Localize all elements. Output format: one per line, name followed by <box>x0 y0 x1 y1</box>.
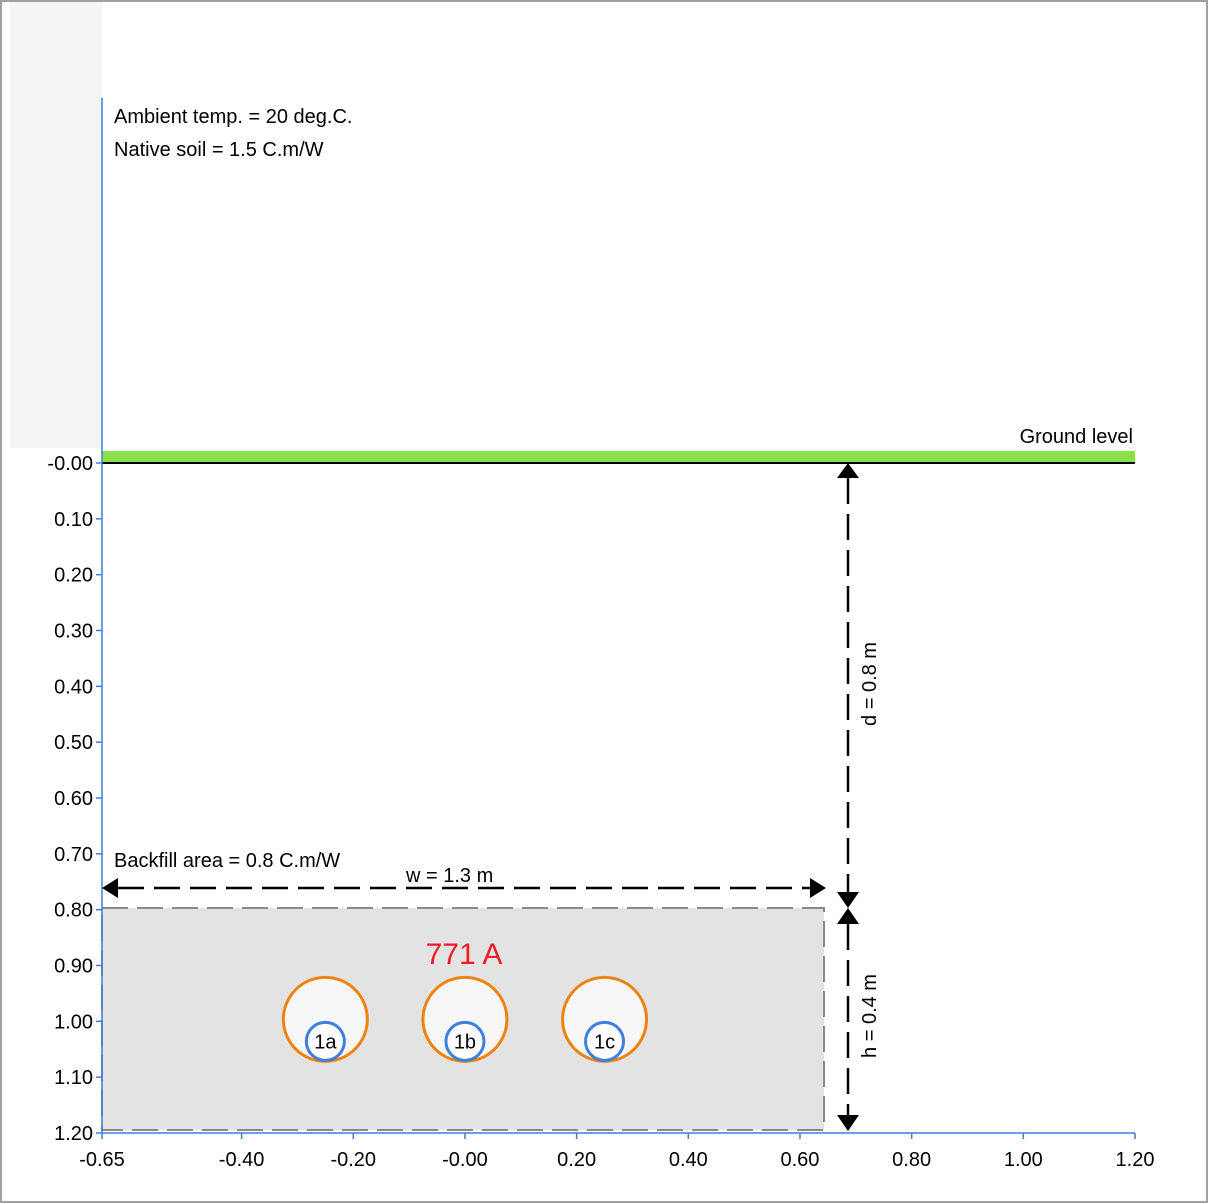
height-dimension-label: h = 0.4 m <box>859 974 881 1058</box>
x-tick-label: 0.20 <box>557 1149 596 1171</box>
native-soil-label: Native soil = 1.5 C.m/W <box>114 139 324 161</box>
height-dimension <box>837 908 859 1131</box>
ground-level-band <box>102 451 1135 462</box>
ground-level-label: Ground level <box>1020 426 1133 448</box>
width-dimension-label: w = 1.3 m <box>405 865 493 887</box>
y-tick-label: 0.60 <box>54 788 93 810</box>
margin-area <box>10 2 102 448</box>
y-tick-label: 0.90 <box>54 956 93 978</box>
cable-conductor-circle <box>444 1020 486 1062</box>
y-tick-label: 0.50 <box>54 732 93 754</box>
x-tick-label: 1.20 <box>1116 1149 1155 1171</box>
width-dimension <box>102 878 826 898</box>
backfill-label: Backfill area = 0.8 C.m/W <box>114 850 340 872</box>
x-tick-label: -0.65 <box>79 1149 125 1171</box>
cable-1b[interactable]: 1b <box>421 975 509 1063</box>
cable-label: 1b <box>454 1031 476 1053</box>
x-tick-label: -0.40 <box>219 1149 265 1171</box>
cable-label: 1c <box>594 1031 615 1053</box>
y-tick-label: 1.00 <box>54 1011 93 1033</box>
x-tick-label: 1.00 <box>1004 1149 1043 1171</box>
y-tick-label: 0.20 <box>54 565 93 587</box>
cable-label: 1a <box>314 1031 337 1053</box>
cable-conductor-circle <box>304 1020 346 1062</box>
y-tick-label: -0.00 <box>47 453 93 475</box>
y-tick-label: 0.40 <box>54 676 93 698</box>
x-tick-label: -0.20 <box>330 1149 376 1171</box>
depth-dimension <box>837 463 859 908</box>
current-rating-label: 771 A <box>426 938 503 971</box>
x-tick-label: 0.80 <box>892 1149 931 1171</box>
y-tick-label: 0.80 <box>54 900 93 922</box>
x-tick-label: 0.40 <box>669 1149 708 1171</box>
cable-conductor-circle <box>584 1020 626 1062</box>
x-tick-label: 0.60 <box>781 1149 820 1171</box>
y-tick-label: 1.20 <box>54 1123 93 1145</box>
y-tick-label: 1.10 <box>54 1067 93 1089</box>
cable-1c[interactable]: 1c <box>561 975 649 1063</box>
y-tick-label: 0.30 <box>54 621 93 643</box>
x-tick-label: -0.00 <box>442 1149 488 1171</box>
y-tick-label: 0.10 <box>54 509 93 531</box>
depth-dimension-label: d = 0.8 m <box>859 642 881 726</box>
ambient-temp-label: Ambient temp. = 20 deg.C. <box>114 106 352 128</box>
y-tick-label: 0.70 <box>54 844 93 866</box>
cable-1a[interactable]: 1a <box>281 975 369 1063</box>
